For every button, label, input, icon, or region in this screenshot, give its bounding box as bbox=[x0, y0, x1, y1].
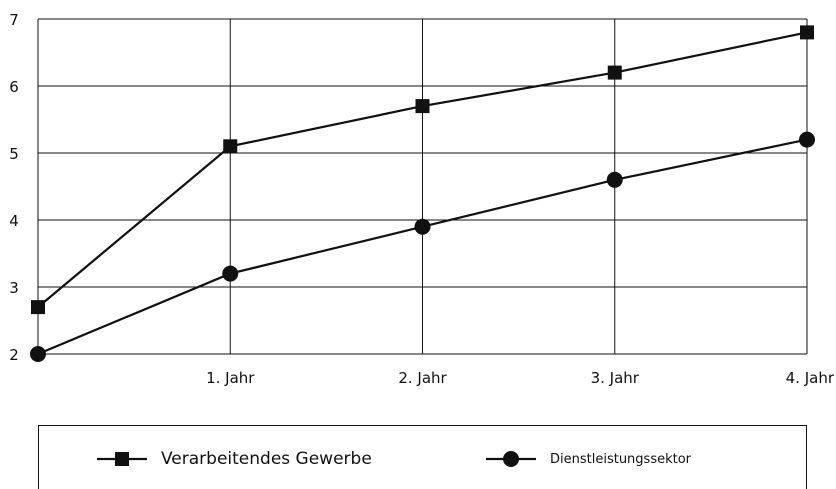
circle-marker-icon bbox=[486, 451, 536, 467]
y-tick-label: 4 bbox=[9, 212, 19, 230]
y-tick-label: 7 bbox=[9, 11, 19, 29]
data-point-circle bbox=[799, 131, 815, 148]
x-tick-label: 4. Jahr bbox=[786, 369, 835, 387]
legend: Verarbeitendes Gewerbe Dienstleistungsse… bbox=[38, 425, 807, 489]
data-point-square bbox=[800, 25, 814, 40]
legend-label: Dienstleistungssektor bbox=[550, 451, 692, 467]
chart-grid bbox=[37, 18, 808, 355]
chart-series bbox=[30, 25, 815, 362]
y-tick-label: 2 bbox=[9, 346, 19, 364]
legend-item-verarbeitendes-gewerbe: Verarbeitendes Gewerbe bbox=[97, 448, 372, 470]
legend-label: Verarbeitendes Gewerbe bbox=[161, 449, 372, 469]
data-point-circle bbox=[414, 218, 431, 235]
legend-item-dienstleistungssektor: Dienstleistungssektor bbox=[486, 448, 691, 470]
y-tick-label: 6 bbox=[9, 78, 19, 96]
data-point-square bbox=[607, 65, 622, 80]
x-tick-label: 2. Jahr bbox=[398, 369, 447, 387]
x-tick-label: 3. Jahr bbox=[591, 369, 640, 387]
data-point-circle bbox=[222, 265, 239, 282]
data-point-circle bbox=[606, 171, 623, 188]
data-point-square bbox=[415, 99, 430, 114]
line-chart: 2 3 4 5 6 7 1. Jahr 2. Jahr 3. Jahr 4. Jahr bbox=[9, 11, 835, 387]
series-square bbox=[31, 25, 814, 315]
data-point-square bbox=[31, 300, 45, 315]
y-tick-label: 3 bbox=[9, 279, 19, 297]
data-point-circle bbox=[30, 346, 46, 362]
y-axis: 2 3 4 5 6 7 bbox=[9, 11, 19, 364]
x-axis: 1. Jahr 2. Jahr 3. Jahr 4. Jahr bbox=[206, 369, 835, 387]
data-point-square bbox=[223, 139, 238, 154]
series-circle bbox=[30, 131, 815, 362]
y-tick-label: 5 bbox=[9, 145, 19, 163]
square-marker-icon bbox=[97, 452, 147, 466]
x-tick-label: 1. Jahr bbox=[206, 369, 255, 387]
